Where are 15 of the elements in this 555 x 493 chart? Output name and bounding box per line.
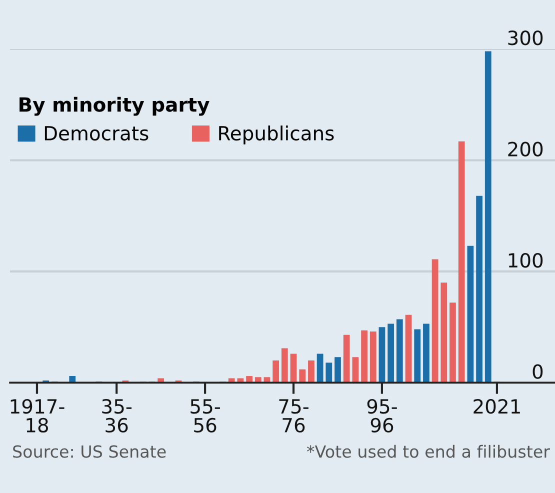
x-tick-label: 75- 76 xyxy=(279,399,308,433)
x-tick-label: 2021 xyxy=(474,399,520,414)
x-tick-label: 35- 36 xyxy=(102,399,132,433)
y-tick-label: 200 xyxy=(508,142,543,156)
legend-title: By minority party xyxy=(20,96,210,116)
y-tick-label: 100 xyxy=(508,252,543,268)
x-tick-label: 55- 56 xyxy=(190,399,220,433)
source-note: Source: US Senate xyxy=(13,445,166,458)
text: *Vote used to end a filibuster xyxy=(306,444,550,458)
y-tick-label: 300 xyxy=(508,30,543,46)
x-tick-label: 95- 96 xyxy=(367,399,397,433)
legend-label: Democrats xyxy=(44,126,148,141)
legend-label: Republicans xyxy=(219,126,334,144)
y-tick-label: 0 xyxy=(532,364,543,379)
x-tick-label: 1917- 18 xyxy=(10,399,64,433)
